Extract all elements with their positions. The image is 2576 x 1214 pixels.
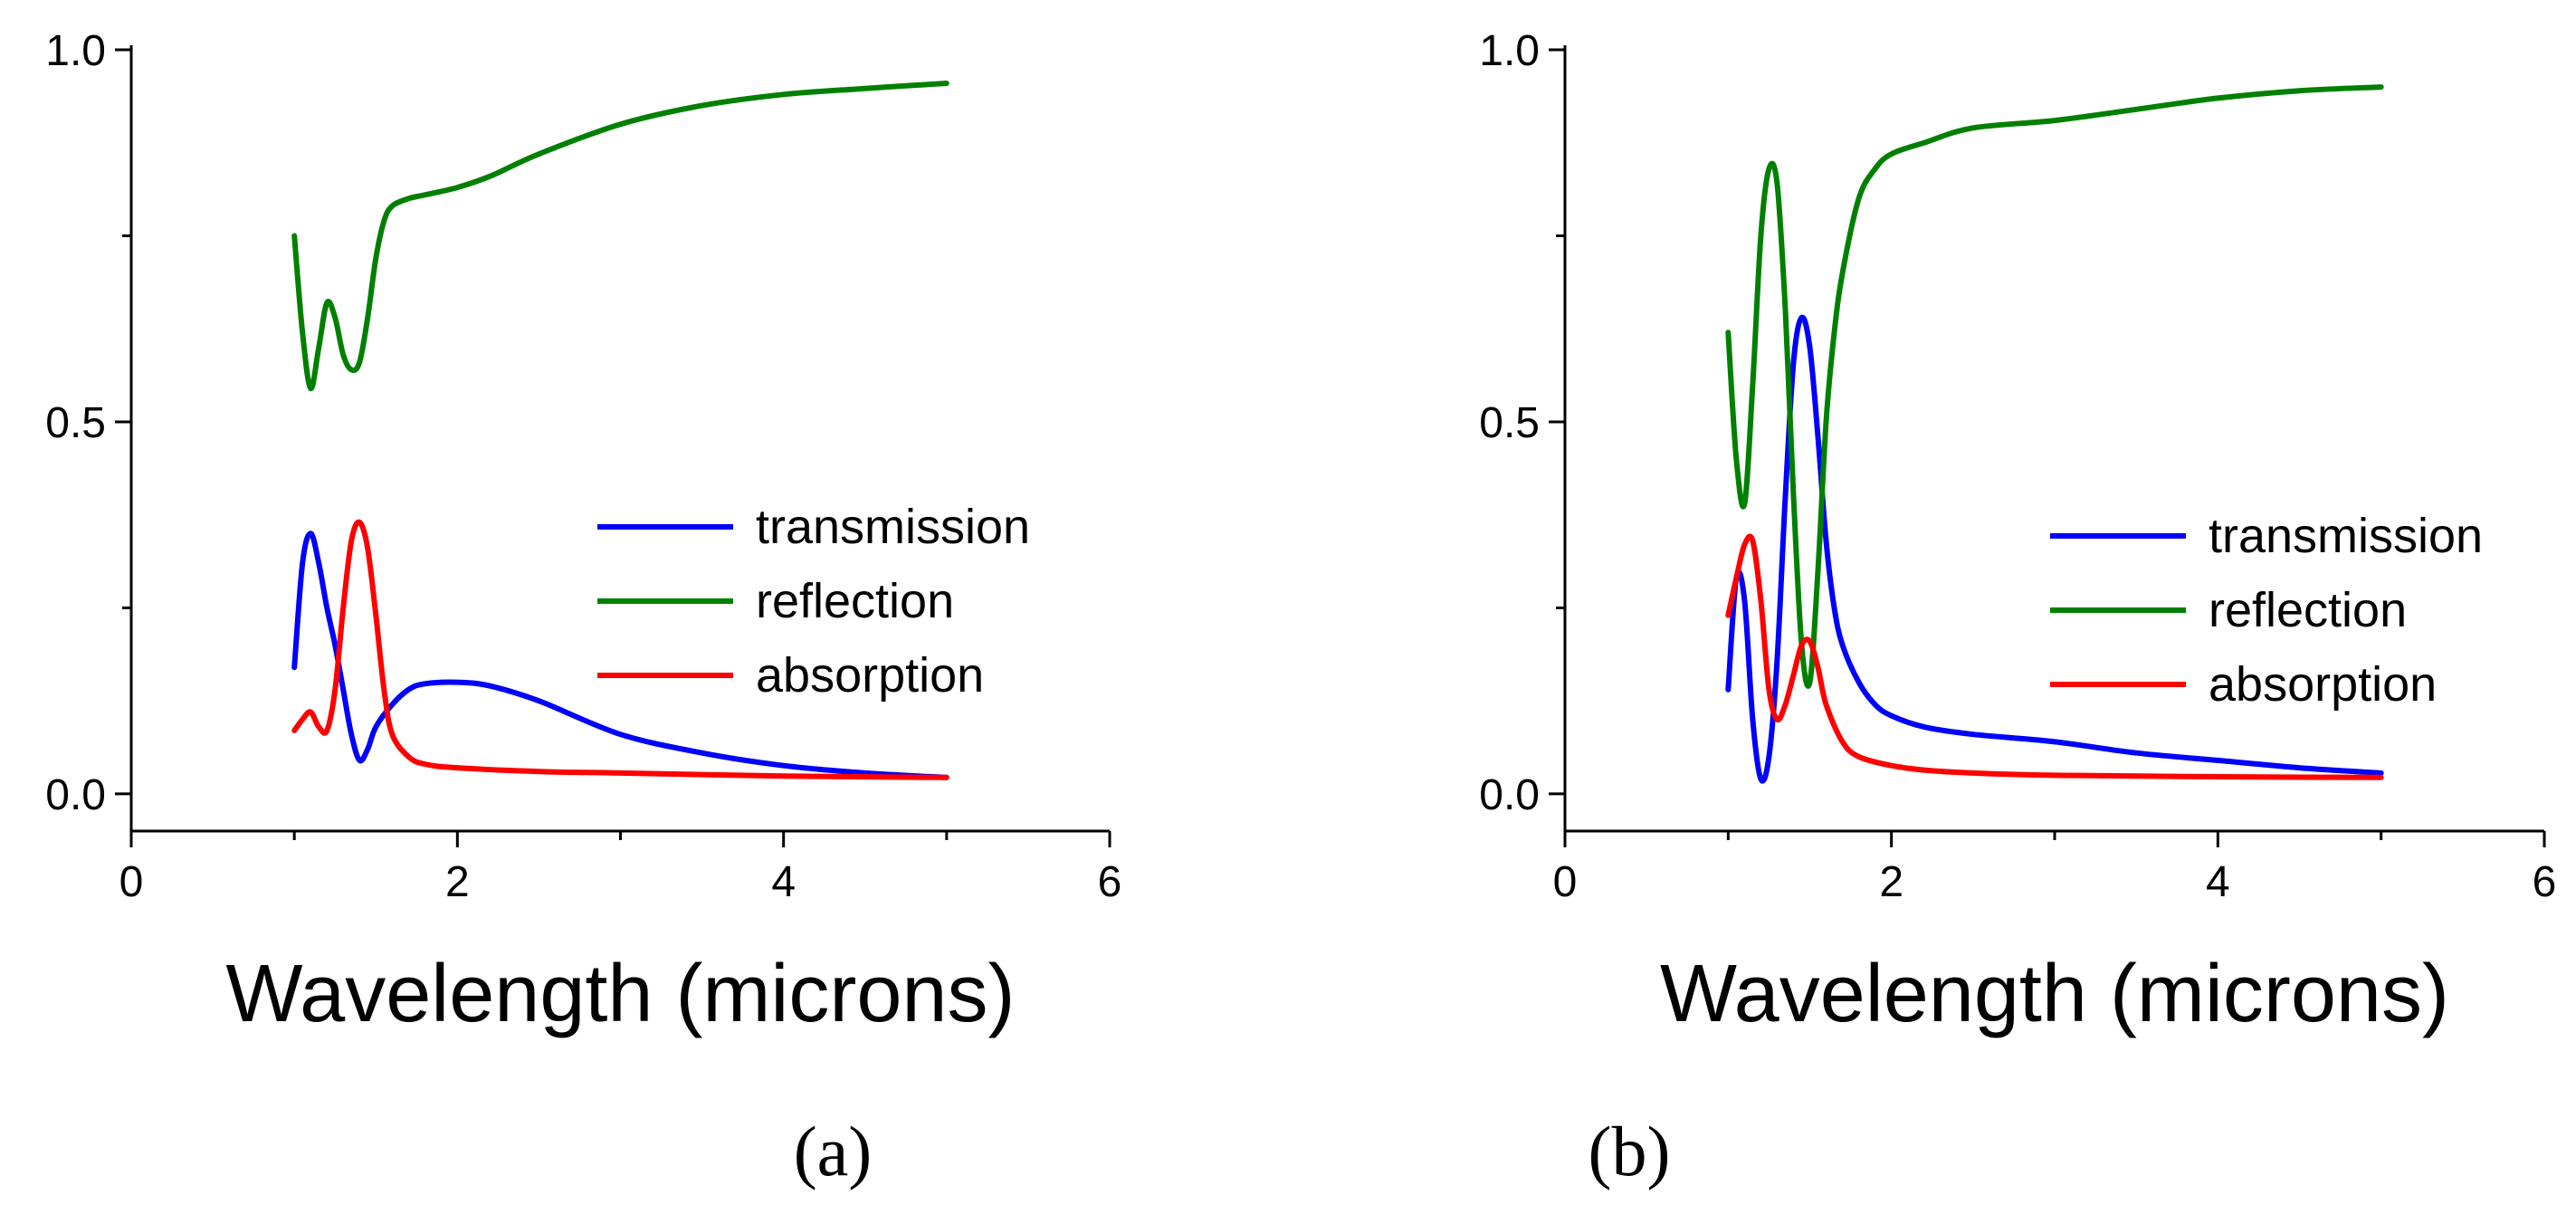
x-axis-title: Wavelength (microns) bbox=[1660, 949, 2449, 1039]
x-tick-label: 0 bbox=[1553, 858, 1578, 906]
x-tick-label: 6 bbox=[2533, 858, 2557, 906]
y-tick-label: 1.0 bbox=[45, 27, 106, 75]
y-tick-label: 0.0 bbox=[45, 771, 106, 819]
x-tick-label: 2 bbox=[445, 858, 470, 906]
y-tick-label: 0.5 bbox=[1479, 399, 1540, 447]
series-line-transmission bbox=[291, 531, 949, 780]
series-line-absorption bbox=[291, 519, 949, 780]
series-line-reflection bbox=[1725, 84, 2384, 689]
legend-label-transmission: transmission bbox=[2209, 509, 2483, 563]
x-tick-label: 0 bbox=[119, 858, 144, 906]
panel-label: (b) bbox=[1589, 1112, 1671, 1190]
panel-label: (a) bbox=[794, 1112, 873, 1190]
x-tick-label: 2 bbox=[1879, 858, 1903, 906]
y-tick-label: 0.5 bbox=[45, 399, 106, 447]
x-tick-label: 4 bbox=[771, 858, 796, 906]
legend: transmission reflection absorption bbox=[2050, 509, 2483, 712]
series-line-transmission bbox=[1725, 314, 2384, 784]
series-line-reflection bbox=[291, 81, 949, 392]
legend-label-reflection: reflection bbox=[2209, 583, 2407, 637]
legend-label-reflection: reflection bbox=[756, 574, 954, 628]
x-tick-label: 4 bbox=[2206, 858, 2230, 906]
y-tick-label: 0.0 bbox=[1479, 771, 1540, 819]
chart-panel-a: 0 2 4 6 0.0 0.5 1.0 Wavelength (microns) (a) tran… bbox=[45, 27, 1121, 1190]
series-line-absorption bbox=[1725, 533, 2384, 780]
legend: transmission reflection absorption bbox=[597, 500, 1030, 703]
x-tick-label: 6 bbox=[1098, 858, 1122, 906]
x-axis-title: Wavelength (microns) bbox=[226, 949, 1016, 1039]
legend-label-absorption: absorption bbox=[2209, 657, 2437, 712]
y-tick-label: 1.0 bbox=[1479, 27, 1540, 75]
legend-label-transmission: transmission bbox=[756, 500, 1030, 554]
legend-label-absorption: absorption bbox=[756, 648, 984, 703]
chart-panel-b: 0 2 4 6 0.0 0.5 1.0 Wavelength (microns) (b) tran… bbox=[1479, 27, 2556, 1190]
